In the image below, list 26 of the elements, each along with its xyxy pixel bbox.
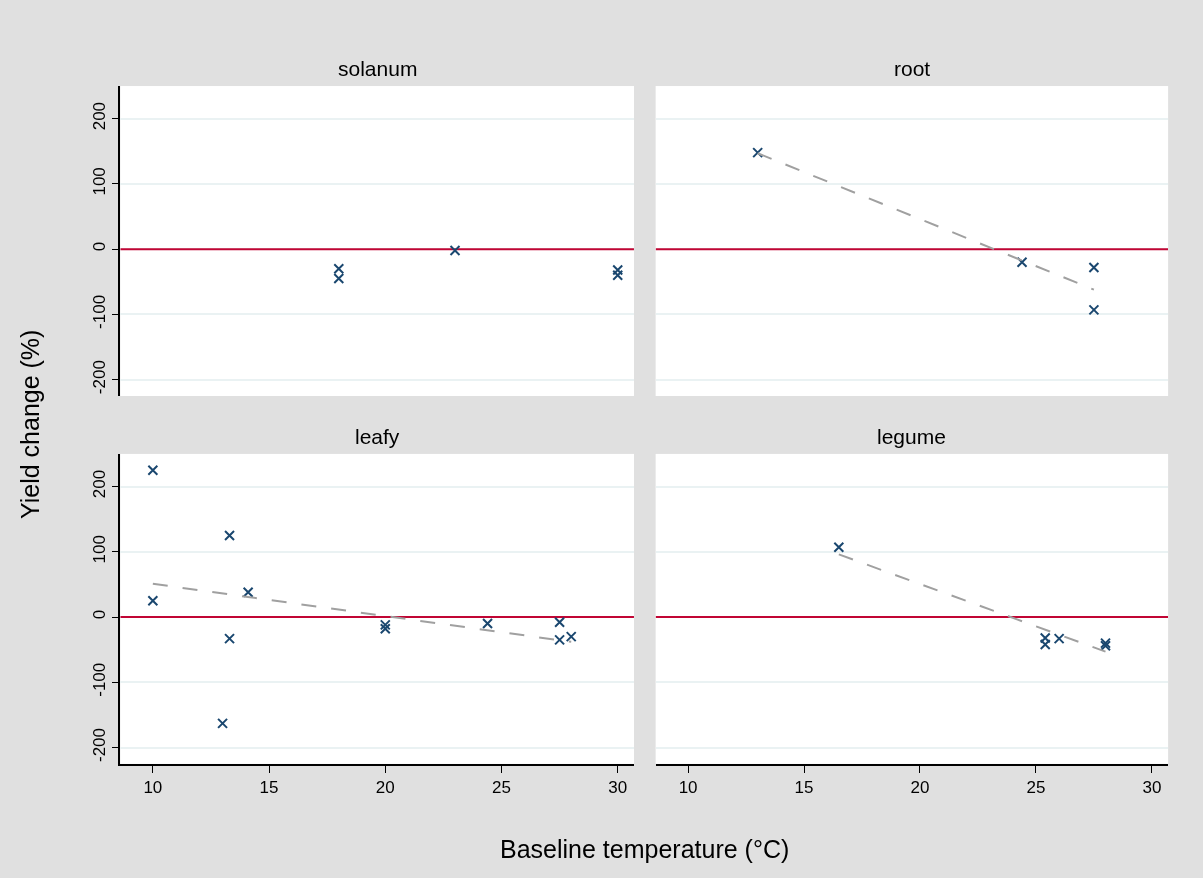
y-tick-label: 0 <box>89 241 109 252</box>
x-tick-label: 20 <box>910 778 930 798</box>
y-axis-title: Yield change (%) <box>16 329 45 520</box>
y-tick-label: 100 <box>89 535 109 564</box>
x-tick-label: 30 <box>1142 778 1162 798</box>
x-axis-title: Baseline temperature (°C) <box>500 835 790 863</box>
x-tick-label: 15 <box>259 778 279 798</box>
y-tick-label: 100 <box>89 167 109 196</box>
y-tick-label: 200 <box>89 469 109 499</box>
x-tick-label: 10 <box>143 778 163 798</box>
chart-title: leafy <box>355 425 400 448</box>
x-tick-label: 30 <box>608 778 628 798</box>
y-tick-label: -100 <box>89 294 109 329</box>
x-tick-label: 20 <box>375 778 395 798</box>
x-tick-label: 10 <box>678 778 698 798</box>
y-tick-label: -200 <box>89 360 109 395</box>
y-tick-label: 0 <box>89 609 109 620</box>
chart-title: legume <box>877 425 946 448</box>
chart-title: root <box>894 57 931 80</box>
x-tick-label: 15 <box>794 778 814 798</box>
y-tick-label: -100 <box>89 662 109 697</box>
chart-title: solanum <box>338 57 418 80</box>
y-tick-label: 200 <box>89 101 109 131</box>
x-tick-label: 25 <box>492 778 511 798</box>
y-tick-label: -200 <box>89 727 109 763</box>
x-tick-label: 25 <box>1026 778 1046 798</box>
